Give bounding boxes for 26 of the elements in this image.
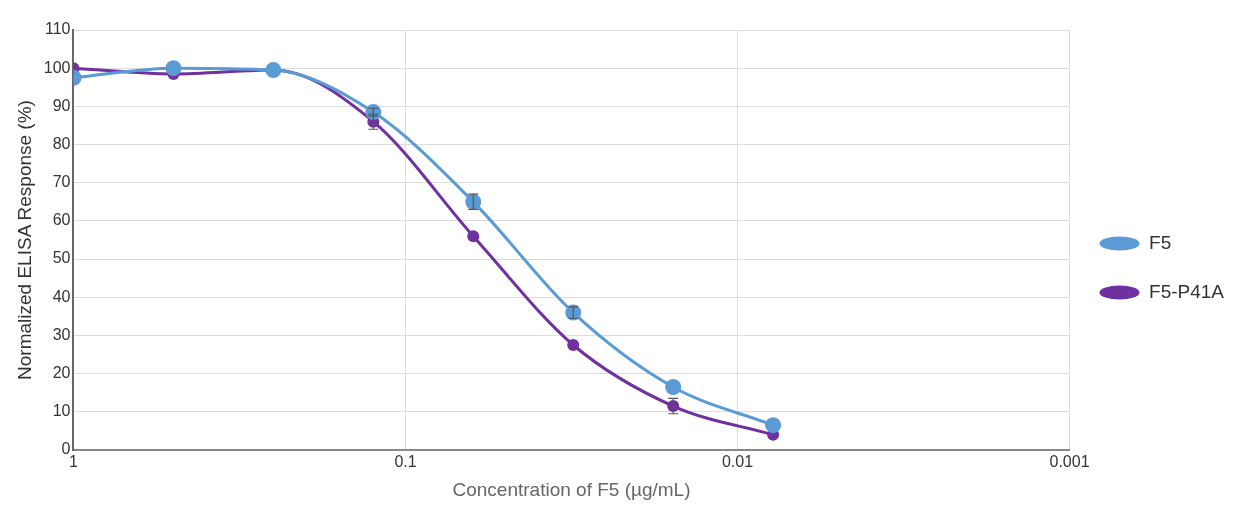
legend-label: F5-P41A (1149, 280, 1225, 302)
legend-label: F5 (1149, 231, 1172, 253)
x-axis-title: Concentration of F5 (µg/mL) (452, 478, 691, 500)
y-tick-label: 30 (52, 325, 71, 343)
y-tick-label: 60 (52, 211, 71, 229)
y-tick-label: 100 (43, 58, 71, 76)
point (165, 60, 182, 77)
y-tick-label: 110 (44, 20, 71, 38)
point (765, 417, 782, 434)
y-tick-label: 80 (52, 134, 71, 152)
x-tick-label: 0.01 (721, 453, 754, 471)
y-tick-label: 90 (52, 96, 71, 114)
point (665, 379, 682, 395)
x-tick-label: 0.001 (1049, 453, 1090, 471)
point (567, 339, 580, 351)
point (365, 104, 382, 121)
y-tick-label: 0 (61, 440, 71, 458)
point (467, 230, 480, 243)
y-tick-label: 10 (52, 402, 71, 420)
y-tick-label: 20 (52, 364, 71, 382)
y-axis-title: Normalized ELISA Response (%) (13, 100, 35, 380)
x-tick-label: 0.1 (394, 453, 417, 471)
y-tick-label: 70 (52, 173, 71, 191)
y-tick-label: 50 (52, 249, 71, 267)
x-tick-label: 1 (69, 453, 79, 471)
y-tick-label: 40 (52, 287, 71, 305)
